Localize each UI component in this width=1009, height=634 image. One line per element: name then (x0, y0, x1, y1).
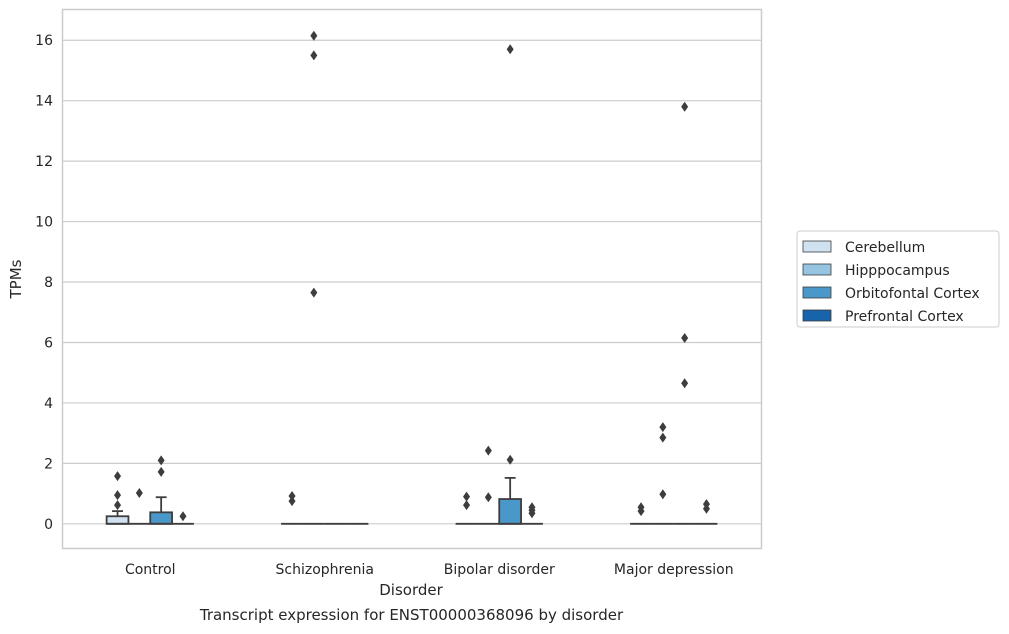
outlier-point-2 (528, 502, 536, 513)
box-3-3 (695, 499, 718, 525)
outlier-point-1 (681, 332, 689, 343)
x-tick-label-3: Major depression (614, 562, 734, 578)
x-axis-ticks: Control Schizophrenia Bipolar disorder Majo… (125, 562, 734, 578)
outlier-point-0 (179, 511, 187, 522)
y-tick-label-0: 0 (44, 517, 53, 533)
y-tick-label-4: 4 (44, 396, 53, 412)
legend-label-1: Hipppocampus (845, 263, 950, 279)
y-tick-label-16: 16 (35, 33, 53, 49)
box-1-1 (302, 30, 325, 525)
x-axis-title: Disorder (379, 581, 443, 599)
outlier-point-2 (310, 30, 318, 41)
box-0-1 (281, 491, 303, 525)
box-1-3 (651, 422, 674, 525)
legend-label-0: Cerebellum (845, 240, 925, 256)
box-body (105, 515, 130, 525)
box-body (149, 511, 173, 525)
outlier-point-0 (135, 487, 143, 498)
outlier-point-0 (157, 466, 165, 477)
box-1-0 (128, 487, 151, 525)
box-2-2 (498, 44, 522, 525)
outlier-point-2 (681, 101, 689, 112)
box-0-0 (105, 471, 130, 525)
gridlines (63, 39, 761, 525)
plot-frame (61, 8, 763, 550)
box-1-2 (477, 445, 500, 525)
box-body (498, 498, 522, 525)
outlier-point-1 (463, 491, 471, 502)
y-tick-label-14: 14 (35, 94, 53, 110)
legend-swatch-3 (802, 309, 832, 322)
x-tick-label-1: Schizophrenia (276, 562, 374, 578)
outlier-point-2 (114, 471, 122, 482)
outlier-point-0 (506, 454, 514, 465)
x-tick-label-0: Control (125, 562, 176, 578)
y-tick-label-10: 10 (35, 215, 53, 231)
outlier-point-1 (288, 491, 296, 502)
outlier-point-0 (463, 500, 471, 511)
y-axis-ticks: 0 2 4 6 8 10 12 14 16 (35, 33, 53, 533)
outlier-point-1 (506, 44, 514, 55)
outlier-point-0 (114, 500, 122, 511)
box-3-0 (172, 511, 194, 525)
outlier-point-1 (702, 499, 710, 510)
outlier-point-1 (637, 502, 645, 513)
outlier-point-0 (310, 287, 318, 298)
box-series (105, 30, 718, 525)
outlier-point-2 (659, 422, 667, 433)
outlier-point-1 (484, 445, 492, 456)
outlier-point-1 (310, 50, 318, 61)
outlier-point-0 (659, 489, 667, 500)
box-0-2 (455, 491, 478, 525)
legend: Cerebellum Hipppocampus Orbitofontal Corte… (796, 230, 1000, 328)
x-tick-label-2: Bipolar disorder (444, 562, 555, 578)
outlier-point-0 (288, 496, 296, 507)
legend-swatch-1 (802, 263, 832, 276)
box-3-2 (521, 502, 543, 525)
legend-swatch-2 (802, 286, 832, 299)
legend-label-2: Orbitofontal Cortex (845, 286, 980, 302)
y-tick-label-6: 6 (44, 335, 53, 351)
y-tick-label-12: 12 (35, 154, 53, 170)
y-tick-label-8: 8 (44, 275, 53, 291)
legend-swatch-0 (802, 240, 832, 253)
figure-caption: Transcript expression for ENST0000036809… (199, 606, 624, 624)
outlier-point-0 (484, 492, 492, 503)
legend-frame (796, 230, 1000, 328)
outlier-point-1 (157, 455, 165, 466)
outlier-point-1 (114, 490, 122, 501)
box-2-3 (673, 101, 696, 525)
outlier-point-0 (681, 378, 689, 389)
y-tick-label-2: 2 (44, 456, 53, 472)
box-2-0 (149, 455, 173, 525)
outlier-point-1 (659, 432, 667, 443)
y-axis-title: TPMs (7, 259, 25, 299)
box-0-3 (630, 502, 652, 525)
legend-label-3: Prefrontal Cortex (845, 309, 964, 325)
